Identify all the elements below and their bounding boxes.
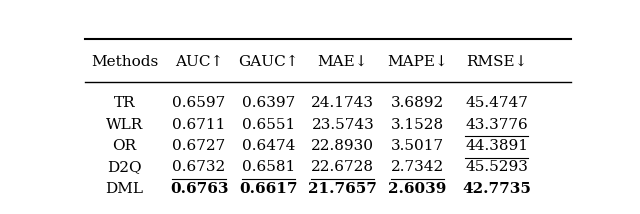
Text: 24.1743: 24.1743	[312, 96, 374, 110]
Text: 3.6892: 3.6892	[390, 96, 444, 110]
Text: 45.5293: 45.5293	[465, 160, 528, 174]
Text: RMSE↓: RMSE↓	[466, 55, 527, 69]
Text: AUC↑: AUC↑	[175, 55, 223, 69]
Text: 0.6727: 0.6727	[172, 139, 226, 153]
Text: TR: TR	[114, 96, 136, 110]
Text: 43.3776: 43.3776	[465, 117, 528, 132]
Text: 0.6597: 0.6597	[172, 96, 226, 110]
Text: 21.7657: 21.7657	[308, 182, 378, 196]
Text: 45.4747: 45.4747	[465, 96, 528, 110]
Text: Methods: Methods	[91, 55, 158, 69]
Text: MAE↓: MAE↓	[317, 55, 368, 69]
Text: MAPE↓: MAPE↓	[387, 55, 447, 69]
Text: 2.7342: 2.7342	[390, 160, 444, 174]
Text: D2Q: D2Q	[108, 160, 142, 174]
Text: 2.6039: 2.6039	[388, 182, 447, 196]
Text: OR: OR	[113, 139, 137, 153]
Text: 0.6732: 0.6732	[172, 160, 226, 174]
Text: WLR: WLR	[106, 117, 143, 132]
Text: DML: DML	[106, 182, 143, 196]
Text: 22.8930: 22.8930	[312, 139, 374, 153]
Text: 3.1528: 3.1528	[390, 117, 444, 132]
Text: 0.6617: 0.6617	[239, 182, 298, 196]
Text: GAUC↑: GAUC↑	[238, 55, 299, 69]
Text: 0.6581: 0.6581	[242, 160, 295, 174]
Text: 42.7735: 42.7735	[462, 182, 531, 196]
Text: 23.5743: 23.5743	[312, 117, 374, 132]
Text: 44.3891: 44.3891	[465, 139, 528, 153]
Text: 0.6551: 0.6551	[242, 117, 295, 132]
Text: 0.6763: 0.6763	[170, 182, 228, 196]
Text: 0.6474: 0.6474	[242, 139, 295, 153]
Text: 0.6397: 0.6397	[242, 96, 295, 110]
Text: 22.6728: 22.6728	[312, 160, 374, 174]
Text: 0.6711: 0.6711	[172, 117, 226, 132]
Text: 3.5017: 3.5017	[390, 139, 444, 153]
